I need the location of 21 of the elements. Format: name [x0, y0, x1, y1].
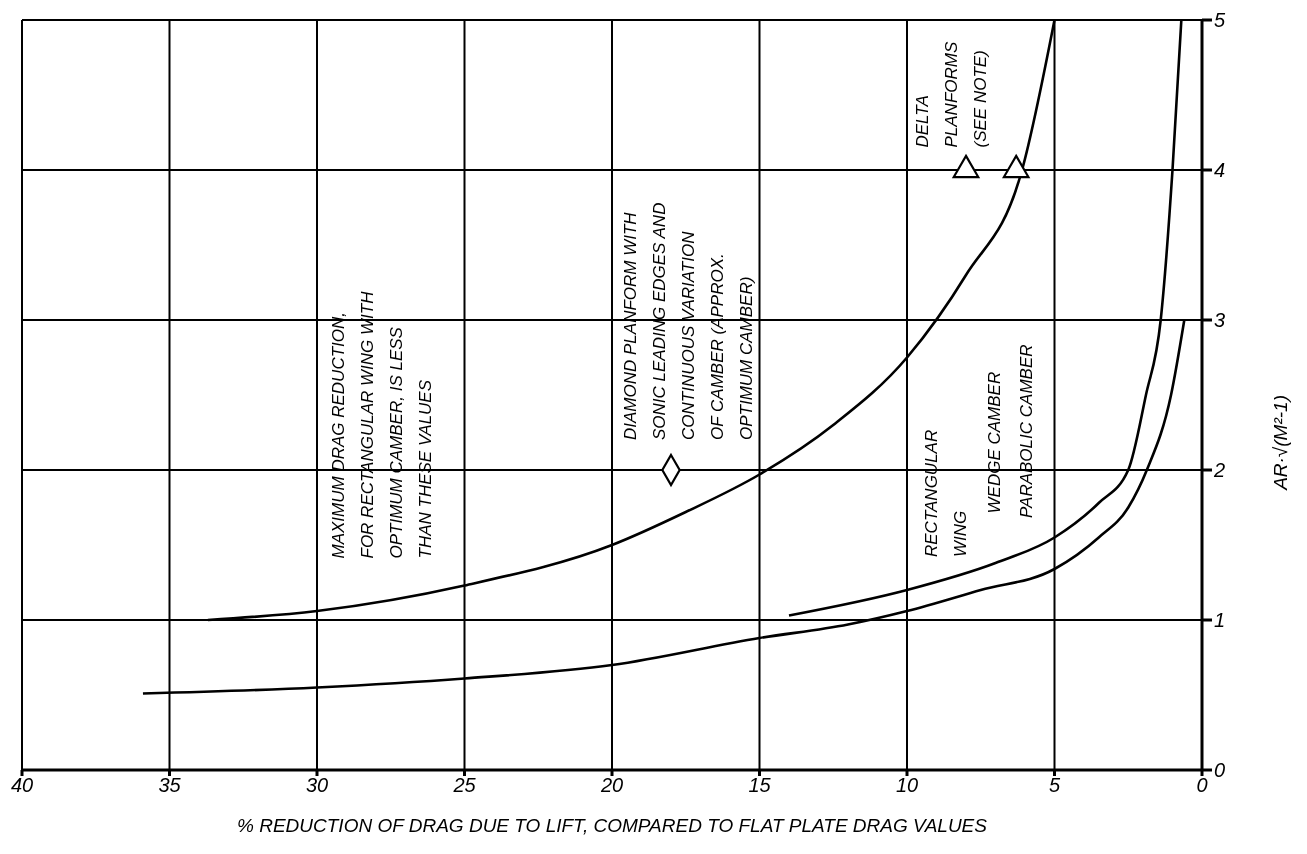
x-tick-label: 20: [599, 774, 624, 797]
annotation: WEDGE CAMBER: [984, 371, 1004, 514]
y-tick-label: 0: [1214, 759, 1226, 782]
annotation: PARABOLIC CAMBER: [1017, 344, 1037, 518]
y-tick-label: 2: [1213, 459, 1226, 482]
x-tick-label: 5: [1048, 774, 1061, 797]
x-tick-label: 30: [305, 774, 329, 797]
y-axis-title: AR·√(M²-1): [1269, 395, 1291, 491]
x-tick-label: 40: [10, 774, 34, 797]
x-tick-label: 10: [895, 774, 919, 797]
x-tick-label: 0: [1196, 774, 1208, 797]
y-tick-label: 5: [1214, 9, 1226, 32]
annotation: RECTANGULAR WING: [921, 429, 970, 557]
x-tick-label: 35: [158, 774, 182, 797]
y-tick-label: 3: [1214, 309, 1226, 332]
x-axis-title: % REDUCTION OF DRAG DUE TO LIFT, COMPARED TO FLAT PLATE DRAG VALUES: [237, 815, 988, 836]
y-tick-label: 4: [1214, 159, 1226, 182]
annotation: DELTA PLANFORMS (SEE NOTE): [912, 41, 990, 148]
x-tick-label: 15: [748, 774, 772, 797]
x-tick-label: 25: [452, 774, 477, 797]
y-tick-label: 1: [1214, 609, 1226, 632]
